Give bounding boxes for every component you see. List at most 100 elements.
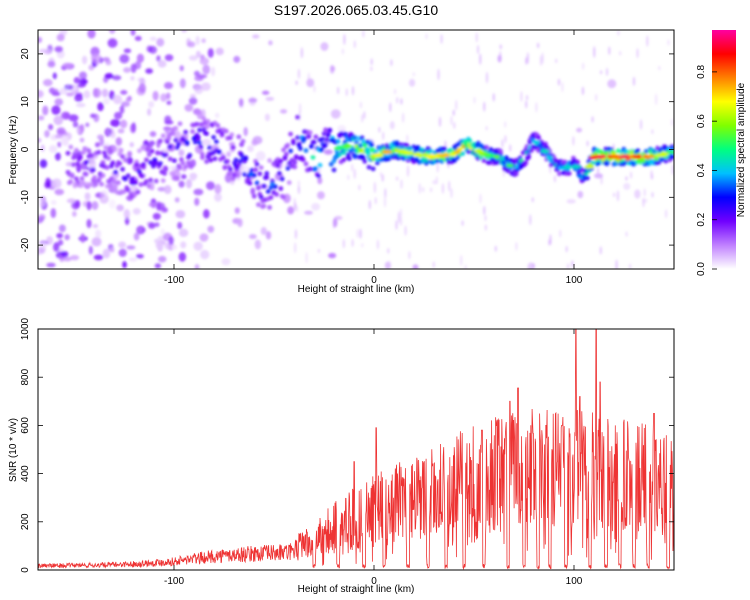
spectrogram-cell bbox=[540, 149, 550, 154]
spectrogram-cell bbox=[163, 81, 174, 90]
snr-frame bbox=[37, 328, 675, 571]
spectrogram-cell bbox=[335, 139, 341, 144]
spectrogram-cell bbox=[562, 165, 572, 169]
spectrogram-cell bbox=[68, 144, 74, 150]
spectrogram-cell bbox=[279, 109, 288, 114]
spectrogram-cell bbox=[354, 140, 359, 146]
spectrogram-cell bbox=[156, 38, 165, 47]
spectrogram-cell bbox=[152, 90, 159, 101]
spectrogram-cell bbox=[533, 144, 538, 150]
spectrogram-cell bbox=[559, 229, 562, 238]
spectrogram-cell bbox=[441, 183, 445, 194]
spectrogram-cell bbox=[184, 141, 190, 147]
spectrogram-cell bbox=[101, 88, 109, 98]
spectrogram-cell bbox=[412, 72, 416, 77]
spectrogram-cell bbox=[81, 55, 88, 65]
spectrogram-cell bbox=[110, 160, 116, 166]
spectrogram-cell bbox=[194, 197, 200, 206]
spectrogram-cell bbox=[338, 132, 344, 138]
spectrogram-cell bbox=[226, 151, 232, 158]
snr-y-tick-label: 400 bbox=[20, 465, 31, 482]
spectrogram-cell bbox=[64, 234, 70, 241]
spectrogram-cell bbox=[87, 30, 96, 39]
spectrogram-cell bbox=[92, 224, 99, 229]
colorbar-tick-label: 0.6 bbox=[696, 114, 707, 128]
spectrogram-cell bbox=[123, 48, 132, 54]
spectrogram-cell bbox=[412, 264, 419, 269]
spectrogram-cell bbox=[71, 155, 76, 161]
spectrogram-cell bbox=[104, 72, 114, 80]
spectrogram-cell bbox=[188, 163, 194, 169]
spectrogram-cell bbox=[291, 138, 296, 144]
spectrogram-cell bbox=[429, 187, 433, 193]
spectrogram-cell bbox=[543, 141, 548, 147]
spectrogram-cell bbox=[205, 118, 211, 124]
spectrogram-cell bbox=[242, 171, 247, 177]
spectrogram-cell bbox=[112, 75, 122, 81]
snr-x-ticks: -100 0 100 bbox=[164, 329, 583, 587]
spectrogram-cell bbox=[272, 184, 278, 190]
spectrogram-cell bbox=[643, 148, 649, 154]
spectrogram-cell bbox=[256, 185, 261, 191]
spectrogram-cell bbox=[144, 179, 149, 184]
spectrogram-cell bbox=[130, 123, 137, 134]
spectrogram-cell bbox=[53, 242, 60, 252]
spectrogram-cell bbox=[320, 42, 329, 51]
spectrogram-cell bbox=[598, 154, 607, 159]
spectrogram-cell bbox=[303, 161, 309, 167]
spectrogram-cell bbox=[141, 164, 147, 170]
snr-panel: -100 0 100 0 200 400 600 800 1000 Height of str… bbox=[8, 317, 675, 595]
spectrogram-cell bbox=[178, 228, 189, 237]
spectrogram-cell bbox=[163, 185, 172, 195]
spectrogram-cell bbox=[93, 181, 99, 187]
spectrogram-cell bbox=[38, 36, 43, 44]
spectrogram-cell bbox=[531, 197, 534, 203]
spectrogram-cell bbox=[120, 90, 128, 95]
spectrogram-cell bbox=[144, 157, 149, 163]
spectrogram-cell bbox=[334, 215, 343, 220]
spectrogram-cell bbox=[164, 54, 174, 62]
spectrogram-cell bbox=[135, 254, 144, 259]
spectrogram-cell bbox=[424, 157, 429, 163]
spectrogram-cell bbox=[81, 149, 86, 155]
spectrogram-cell bbox=[188, 97, 198, 105]
spectrogram-cell bbox=[319, 147, 324, 153]
spectrogram-cell bbox=[111, 178, 117, 184]
spectrogram-cell bbox=[483, 205, 486, 216]
spectrogram-cell bbox=[59, 87, 68, 95]
spectrogram-cell bbox=[298, 146, 303, 151]
spectrogram-cell bbox=[91, 201, 99, 210]
spectrogram-cell bbox=[158, 138, 163, 144]
spectrogram-cell bbox=[145, 146, 151, 152]
spectrogram-cell bbox=[253, 167, 258, 173]
spectrogram-cell bbox=[102, 150, 107, 156]
spectrogram-cell bbox=[99, 181, 104, 187]
spectrogram-cell bbox=[394, 140, 400, 146]
spectrogram-cell bbox=[536, 134, 541, 140]
spectrogram-cell bbox=[167, 156, 173, 162]
spectrogram-cell bbox=[123, 176, 128, 182]
spectrogram-cell bbox=[107, 38, 118, 48]
spectrogram-cell bbox=[358, 143, 363, 149]
spectrogram-cell bbox=[264, 113, 270, 122]
spectrogram-cell bbox=[96, 134, 104, 140]
spectrogram-cell bbox=[323, 149, 333, 155]
spectrogram-cell bbox=[74, 176, 79, 182]
snr-y-label: SNR (10 * v/v) bbox=[8, 418, 19, 482]
spectrogram-cell bbox=[395, 220, 398, 231]
spectrogram-cell bbox=[52, 72, 57, 80]
spectrogram-cell bbox=[149, 45, 157, 54]
spectrogram-cell bbox=[258, 165, 264, 170]
spectrogram-cell bbox=[651, 174, 654, 180]
spectrogram-cell bbox=[532, 263, 535, 268]
spectrogram-cell bbox=[75, 102, 86, 108]
spectrogram-cell bbox=[248, 96, 257, 106]
spectrogram-cell bbox=[214, 139, 219, 145]
spectrogram-cell bbox=[57, 141, 62, 148]
spectrogram-cell bbox=[499, 44, 502, 50]
spectrogram-cell bbox=[396, 96, 399, 104]
spectrogram-cell bbox=[281, 147, 286, 153]
spectrogram-cell bbox=[201, 138, 212, 146]
spectrogram-cell bbox=[189, 172, 197, 182]
spectrogram-cell bbox=[643, 188, 646, 197]
